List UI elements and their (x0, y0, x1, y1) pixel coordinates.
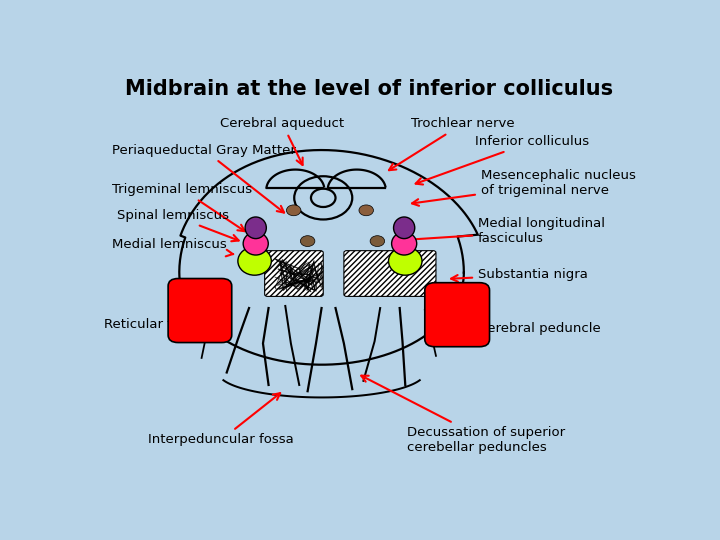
Text: Substantia nigra: Substantia nigra (451, 268, 588, 282)
FancyBboxPatch shape (168, 279, 232, 342)
FancyBboxPatch shape (425, 282, 490, 347)
Circle shape (300, 235, 315, 246)
Circle shape (370, 235, 384, 246)
FancyBboxPatch shape (344, 251, 436, 296)
Text: Medial lemniscus: Medial lemniscus (112, 238, 233, 256)
Text: Reticular formation: Reticular formation (104, 315, 232, 331)
Text: Periaqueductal Gray Matter: Periaqueductal Gray Matter (112, 144, 296, 213)
Text: Cerebral peduncle: Cerebral peduncle (454, 313, 600, 334)
Text: Cerebral aqueduct: Cerebral aqueduct (220, 117, 345, 165)
Ellipse shape (245, 217, 266, 239)
Text: Trochlear nerve: Trochlear nerve (389, 117, 515, 170)
Text: Inferior colliculus: Inferior colliculus (415, 135, 589, 185)
Ellipse shape (392, 232, 417, 255)
FancyBboxPatch shape (265, 251, 323, 296)
Text: Midbrain at the level of inferior colliculus: Midbrain at the level of inferior collic… (125, 79, 613, 99)
Text: Medial longitudinal
fasciculus: Medial longitudinal fasciculus (397, 217, 605, 245)
Circle shape (287, 205, 301, 216)
Text: Trigeminal lemniscus: Trigeminal lemniscus (112, 183, 253, 231)
Text: Decussation of superior
cerebellar peduncles: Decussation of superior cerebellar pedun… (361, 376, 565, 454)
Ellipse shape (394, 217, 415, 239)
Text: Interpeduncular fossa: Interpeduncular fossa (148, 393, 294, 447)
Text: Mesencephalic nucleus
of trigeminal nerve: Mesencephalic nucleus of trigeminal nerv… (412, 170, 636, 206)
Ellipse shape (238, 247, 271, 275)
Ellipse shape (243, 232, 269, 255)
Text: Spinal lemniscus: Spinal lemniscus (117, 209, 238, 241)
Circle shape (359, 205, 374, 216)
Ellipse shape (389, 247, 422, 275)
